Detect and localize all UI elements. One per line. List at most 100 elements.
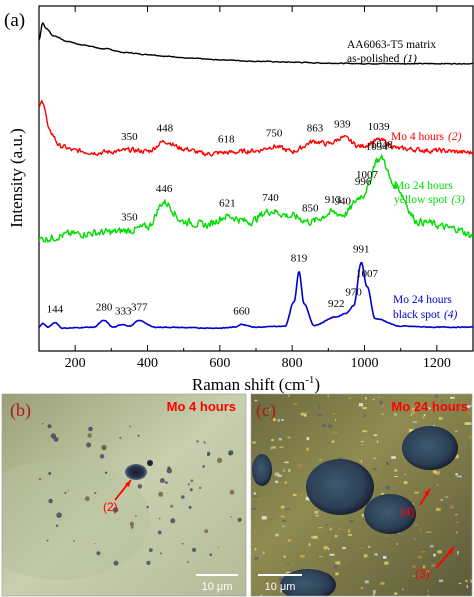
texture-speck [438, 579, 443, 582]
particle [137, 434, 140, 437]
texture-speck [412, 565, 416, 568]
texture-speck [412, 421, 417, 423]
texture-speck [444, 496, 449, 498]
texture-speck [466, 411, 471, 414]
texture-speck [338, 528, 342, 530]
texture-speck [293, 493, 297, 496]
texture-speck [305, 411, 308, 415]
texture-speck [304, 413, 307, 417]
texture-speck [372, 398, 375, 400]
texture-speck [368, 545, 371, 548]
panel-label-b: (b) [10, 400, 31, 421]
texture-speck [458, 582, 462, 585]
texture-speck [319, 459, 322, 461]
peak-label-4-377: 377 [131, 302, 148, 314]
texture-speck [365, 397, 367, 400]
texture-speck [373, 467, 377, 471]
texture-speck [331, 440, 335, 443]
small-spot [147, 460, 153, 466]
particle [170, 518, 176, 524]
texture-speck [381, 492, 385, 496]
texture-speck [470, 404, 472, 407]
texture-speck [358, 403, 364, 407]
particle [170, 504, 174, 508]
particle [67, 489, 69, 491]
texture-speck [283, 469, 285, 472]
texture-speck [445, 503, 447, 507]
texture-speck [362, 407, 367, 410]
black-spot-2 [125, 464, 147, 480]
texture-speck [432, 470, 437, 474]
annotation-2: (2) [103, 500, 118, 514]
particle [130, 525, 134, 529]
series-line-4 [39, 261, 473, 330]
texture-speck [412, 575, 416, 577]
texture-speck [455, 430, 458, 433]
particle [119, 436, 122, 439]
texture-speck [268, 408, 271, 411]
texture-speck [450, 509, 455, 511]
particle [48, 472, 52, 475]
particle [101, 444, 107, 450]
series-label-1-line-2: as-polished (1) [347, 53, 417, 65]
particle [158, 491, 164, 497]
texture-speck [285, 508, 290, 510]
particle [148, 548, 153, 553]
series-tag-1: (1) [403, 53, 417, 65]
texture-speck [288, 468, 291, 473]
particle [192, 547, 197, 553]
peak-label-2-1039: 1039 [368, 121, 391, 133]
texture-speck [348, 529, 351, 533]
peak-label-4-333: 333 [115, 305, 132, 317]
panel-b-frame [1, 393, 247, 597]
peak-label-2-448: 448 [157, 122, 174, 134]
texture-speck [435, 471, 440, 475]
series-label-2-line-1: Mo 4 hours (2) [391, 131, 462, 143]
texture-speck [365, 463, 371, 466]
particle [237, 517, 242, 523]
texture-speck [373, 590, 376, 594]
texture-speck [440, 499, 443, 501]
peak-label-3-446: 446 [156, 183, 173, 195]
texture-speck [382, 413, 384, 415]
particle [165, 481, 168, 484]
texture-speck [455, 453, 459, 455]
texture-speck [282, 520, 287, 522]
particle [217, 546, 219, 549]
series-line-3 [39, 154, 473, 243]
panel-c-title: Mo 24 hours [391, 399, 468, 414]
texture-speck [311, 536, 313, 538]
particle [204, 529, 209, 534]
particle [137, 484, 143, 489]
texture-speck [349, 520, 354, 523]
texture-speck [456, 475, 462, 478]
texture-speck [433, 411, 435, 414]
large-spot-1 [306, 459, 374, 515]
texture-speck [376, 440, 379, 443]
texture-speck [398, 532, 400, 534]
texture-speck [284, 461, 289, 464]
texture-speck [408, 428, 414, 433]
texture-speck [284, 481, 287, 484]
texture-speck [419, 528, 422, 532]
particle [159, 478, 165, 484]
particle [199, 486, 202, 490]
texture-speck [430, 545, 434, 548]
texture-speck [275, 533, 279, 537]
texture-speck [431, 564, 436, 568]
texture-speck [394, 476, 398, 477]
particle [99, 454, 105, 459]
texture-speck [364, 580, 369, 584]
texture-speck [262, 551, 265, 554]
texture-speck [329, 553, 335, 556]
peak-label-2-618: 618 [218, 134, 235, 146]
texture-speck [427, 407, 431, 409]
texture-speck [342, 547, 346, 550]
x-axis-label-end: ) [314, 375, 320, 394]
annotation-3: (3) [415, 567, 430, 581]
texture-speck [327, 394, 329, 398]
texture-speck [350, 567, 354, 569]
particle [129, 425, 132, 428]
texture-speck [455, 514, 458, 516]
x-tick-label-1200: 1200 [423, 356, 451, 371]
